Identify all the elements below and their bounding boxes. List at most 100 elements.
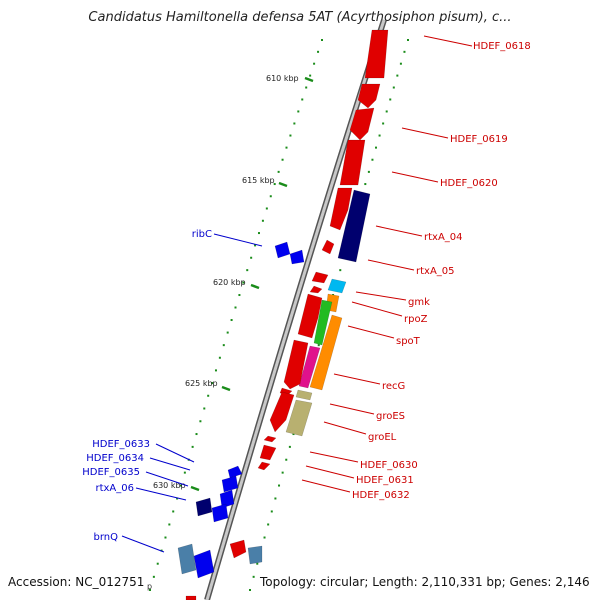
guide-dot-outer: [179, 484, 182, 487]
leader-line-right: [375, 225, 423, 237]
gene-groES: [295, 389, 313, 401]
gene-red_e: [185, 595, 197, 600]
scale-tick: [250, 283, 260, 290]
gene-HDEF_0630: [263, 435, 277, 443]
guide-dot-outer: [152, 575, 155, 578]
gene-rtxA_04: [329, 187, 353, 231]
guide-dot-outer: [293, 122, 296, 125]
guide-dot-inner: [399, 62, 402, 65]
gene-HDEF_0635: [219, 489, 235, 509]
guide-dot-outer: [199, 420, 202, 423]
gene-label-HDEF_0631: HDEF_0631: [356, 475, 414, 486]
guide-dot-outer: [218, 356, 221, 359]
gene-brnQ: [177, 543, 197, 575]
gene-label-brnQ: brnQ: [94, 532, 119, 543]
guide-dot-outer: [289, 134, 292, 137]
gene-label-spoT: spoT: [396, 336, 421, 347]
guide-dot-inner: [274, 497, 277, 500]
guide-dot-outer: [214, 369, 217, 372]
gene-HDEF_small1: [321, 239, 335, 255]
guide-dot-outer: [230, 319, 233, 322]
guide-dot-outer: [250, 256, 253, 259]
guide-dot-inner: [256, 562, 259, 565]
guide-dot-outer: [285, 146, 288, 149]
leader-line-right: [367, 259, 415, 271]
gene-label-rtxA_06: rtxA_06: [95, 483, 134, 494]
guide-dot-outer: [238, 294, 241, 297]
guide-dot-outer: [183, 471, 186, 474]
guide-dot-outer: [277, 170, 280, 173]
guide-dot-inner: [375, 146, 378, 149]
guide-dot-inner: [382, 122, 385, 125]
guide-dot-inner: [270, 510, 273, 513]
leader-line-left: [145, 471, 189, 487]
leader-line-right: [391, 171, 439, 183]
guide-dot-inner: [396, 74, 399, 77]
gene-label-groEL: groEL: [368, 432, 397, 443]
gene-label-rtxA_04: rtxA_04: [424, 232, 463, 243]
guide-dot-outer: [207, 394, 210, 397]
gene-label-HDEF_0634: HDEF_0634: [86, 453, 144, 464]
guide-dot-outer: [234, 306, 237, 309]
guide-dot-outer: [246, 269, 249, 272]
gene-ribC-b: [289, 249, 305, 265]
gene-ribC-a: [274, 241, 291, 259]
guide-dot-outer: [149, 589, 151, 591]
guide-dot-inner: [285, 458, 288, 461]
guide-dot-inner: [263, 536, 266, 539]
guide-dot-inner: [367, 170, 370, 173]
guide-dot-outer: [257, 232, 260, 235]
gene-HDEF_0633: [227, 465, 243, 479]
gene-steel_b: [247, 545, 263, 565]
guide-dot-inner: [249, 589, 251, 591]
guide-dot-inner: [371, 158, 374, 161]
gene-features: [177, 29, 389, 600]
gene-label-HDEF_0633: HDEF_0633: [92, 439, 150, 450]
gene-label-ribC: ribC: [192, 229, 212, 240]
gene-label-rtxA_05: rtxA_05: [416, 266, 455, 277]
leader-line-right: [305, 465, 355, 479]
leader-line-right: [423, 35, 473, 47]
gene-HDEF_0618: [364, 29, 389, 79]
leader-line-right: [355, 291, 407, 301]
gene-small2: [311, 271, 329, 284]
guide-dot-inner: [389, 98, 392, 101]
gene-label-gmk: gmk: [408, 297, 430, 308]
guide-dot-outer: [321, 39, 323, 41]
guide-dot-outer: [269, 195, 272, 198]
gene-label-HDEF_0635: HDEF_0635: [82, 467, 140, 478]
gene-HDEF_0632: [257, 461, 271, 471]
leader-line-left: [135, 487, 187, 501]
guide-dot-inner: [281, 471, 284, 474]
gene-rtxA_05: [337, 189, 371, 263]
leader-line-left: [155, 443, 195, 463]
gene-red_d: [229, 539, 247, 559]
accession-tail-text: p: [147, 582, 153, 591]
topology-text: Topology: circular; Length: 2,110,331 bp…: [260, 575, 590, 589]
guide-dot-outer: [313, 62, 316, 65]
leader-line-left: [121, 535, 165, 553]
guide-dot-inner: [267, 523, 270, 526]
gene-label-HDEF_0618: HDEF_0618: [473, 41, 531, 52]
gene-red_c: [269, 391, 295, 433]
guide-dot-inner: [378, 134, 381, 137]
scale-tick: [304, 76, 314, 83]
gene-rtxA_06: [195, 497, 213, 517]
leader-line-left: [213, 233, 263, 247]
map-title: Candidatus Hamiltonella defensa 5AT (Acy…: [88, 10, 512, 25]
leader-line-right: [323, 421, 367, 435]
scale-label: 625 kbp: [185, 379, 218, 388]
gene-label-HDEF_0620: HDEF_0620: [440, 178, 498, 189]
gene-label-recG: recG: [382, 381, 405, 392]
gene-recG: [309, 314, 343, 391]
gene-HDEF_0634: [221, 475, 239, 493]
gene-magenta: [298, 345, 321, 389]
guide-dot-outer: [211, 382, 214, 385]
gene-spoT: [313, 299, 333, 346]
gene-rtxA_06b: [211, 503, 229, 523]
guide-dot-inner: [317, 344, 320, 347]
guide-dot-outer: [265, 207, 268, 210]
leader-line-right: [329, 403, 375, 415]
guide-dot-inner: [403, 50, 406, 53]
guide-dot-outer: [309, 74, 312, 77]
